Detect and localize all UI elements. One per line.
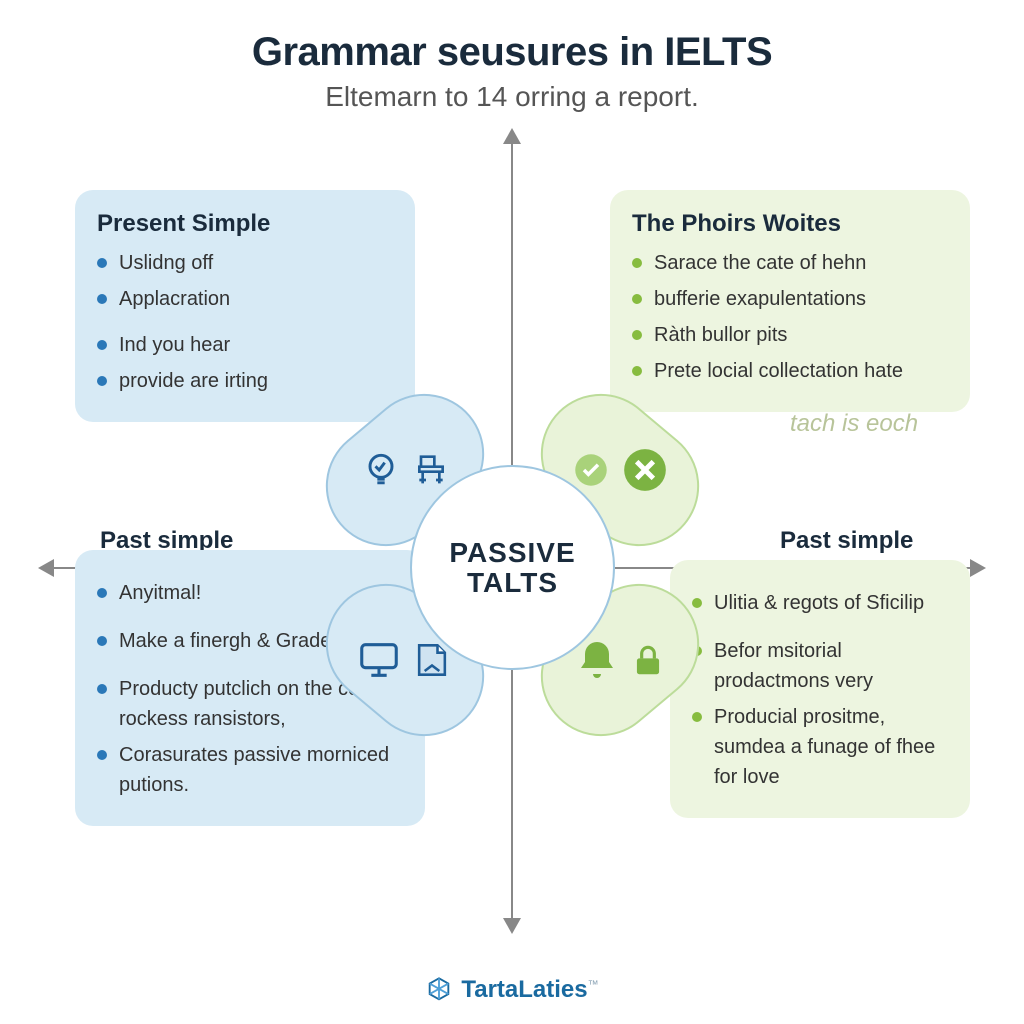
list-item: Applacration <box>97 284 393 314</box>
axis-vertical-top <box>511 130 513 465</box>
list-item: Ràth bullor pits <box>632 320 948 350</box>
ghost-label: tach is eoch <box>790 410 918 438</box>
quadrant-title: Present Simple <box>97 210 393 238</box>
list-item: Corasurates passive morniced putions. <box>97 740 403 800</box>
axis-vertical-bottom <box>511 670 513 920</box>
center-label-1: PASSIVE <box>449 537 575 569</box>
brand-logo-icon <box>425 976 453 1004</box>
trademark: ™ <box>588 979 599 991</box>
list-item: provide are irting <box>97 366 393 396</box>
quadrant-top-left: Present Simple Uslidng off Applacration … <box>75 190 415 422</box>
list-item: Befor msitorial prodactmons very <box>692 636 948 696</box>
lightbulb-check-icon <box>359 448 403 492</box>
arrow-left-icon <box>38 559 54 577</box>
list-item: Prete locial collectation hate <box>632 356 948 386</box>
list-item: bufferie exapulentations <box>632 284 948 314</box>
arrow-right-icon <box>970 559 986 577</box>
x-circle-icon <box>620 445 670 495</box>
bullet-list: Ulitia & regots of Sficilip Befor msitor… <box>692 588 948 792</box>
bullet-list: Uslidng off Applacration Ind you hear pr… <box>97 248 393 396</box>
brand-name: TartaLaties™ <box>461 976 598 1004</box>
padlock-icon <box>629 641 667 679</box>
quadrant-title: The Phoirs Woites <box>632 210 948 238</box>
monitor-icon <box>356 637 402 683</box>
quadrant-diagram: PASSIVE TALTS Present Simple Uslidng off… <box>40 130 984 930</box>
arrow-down-icon <box>503 918 521 934</box>
arrow-up-icon <box>503 128 521 144</box>
list-item: Producial prositme, sumdea a funage of f… <box>692 702 948 792</box>
axis-label-right: Past simple <box>780 527 913 555</box>
list-item: Ulitia & regots of Sficilip <box>692 588 948 618</box>
list-item: Uslidng off <box>97 248 393 278</box>
list-item: Sarace the cate of hehn <box>632 248 948 278</box>
center-label-2: TALTS <box>467 567 558 599</box>
bullet-list: Sarace the cate of hehn bufferie exapule… <box>632 248 948 386</box>
chair-icon <box>411 450 451 490</box>
quadrant-top-right: The Phoirs Woites Sarace the cate of heh… <box>610 190 970 412</box>
list-item: Ind you hear <box>97 330 393 360</box>
header: Grammar seusures in IELTS Eltemarn to 14… <box>0 0 1024 113</box>
footer-brand: TartaLaties™ <box>0 976 1024 1004</box>
badge-check-icon <box>570 449 612 491</box>
quadrant-bottom-right: Ulitia & regots of Sficilip Befor msitor… <box>670 560 970 818</box>
page-subtitle: Eltemarn to 14 orring a report. <box>0 81 1024 113</box>
page-title: Grammar seusures in IELTS <box>0 30 1024 75</box>
center-circle: PASSIVE TALTS <box>410 465 615 670</box>
